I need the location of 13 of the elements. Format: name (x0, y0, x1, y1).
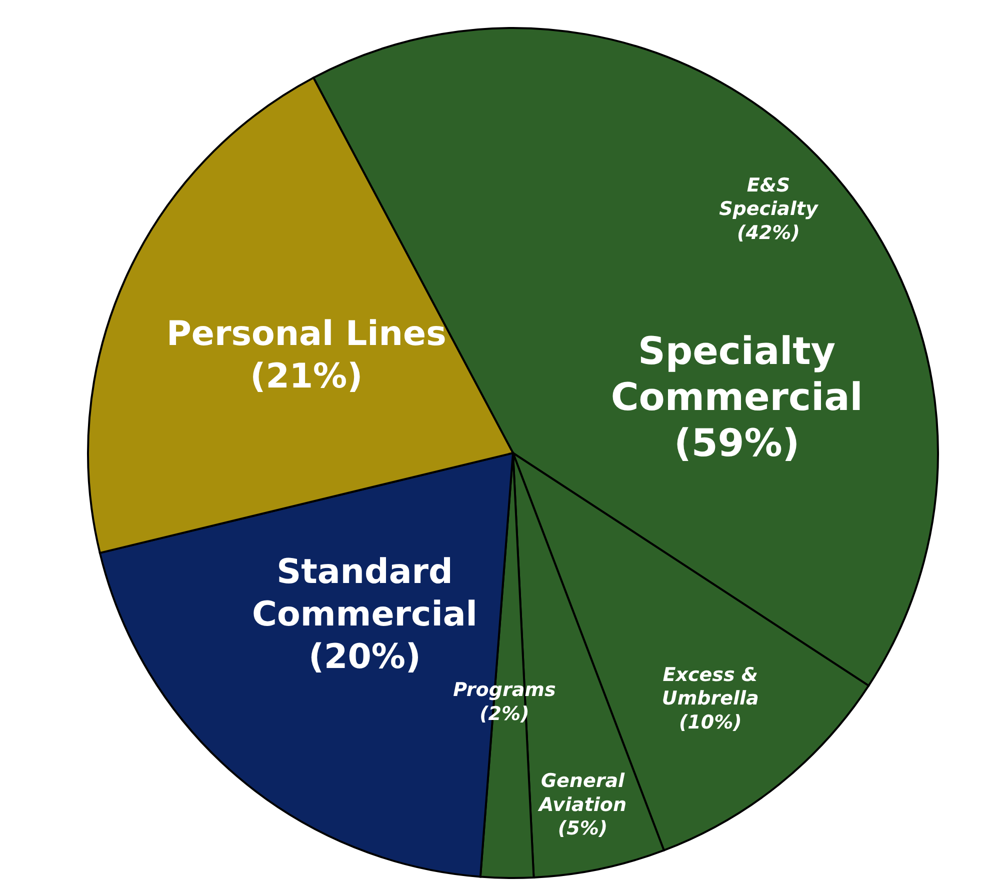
data-label: (42%) (737, 222, 800, 244)
data-label: (5%) (558, 818, 608, 840)
slice-label: Standard Commercial (252, 552, 478, 635)
slice-label: Programs (453, 679, 556, 702)
data-label: (10%) (678, 712, 742, 734)
slice-label: Excess & Umbrella (662, 664, 759, 710)
slice-label: Personal Lines (166, 314, 446, 354)
data-label: (20%) (308, 637, 421, 678)
text: Specialty Commercial (59%) (610, 330, 863, 466)
slice-label: General Aviation (536, 770, 627, 816)
data-label: (21%) (250, 356, 363, 397)
slice-label: E&S Specialty (719, 174, 820, 220)
data-label: (2%) (480, 703, 530, 726)
